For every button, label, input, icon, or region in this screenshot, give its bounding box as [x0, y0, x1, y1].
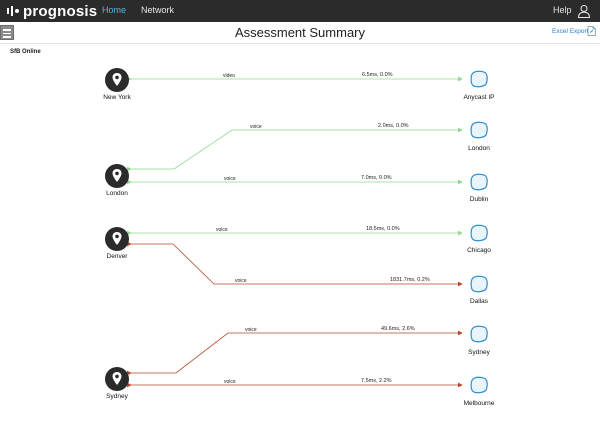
destination-label: Anycast IP — [463, 94, 495, 101]
link-type-label: voice — [224, 176, 236, 182]
location-pin-icon — [105, 227, 129, 251]
hamburger-menu-button[interactable] — [0, 25, 14, 40]
top-navigation-bar: prognosis Home Network Help — [0, 0, 600, 22]
cloud-endpoint-icon — [470, 224, 488, 242]
link-stats[interactable]: 7.0ms, 0.0% — [361, 175, 392, 181]
nav-home-link[interactable]: Home — [102, 5, 127, 15]
brand-name: prognosis — [23, 2, 98, 20]
source-label: Sydney — [106, 393, 128, 400]
hamburger-icon — [3, 29, 11, 31]
destination-label: London — [468, 145, 490, 152]
user-icon[interactable] — [577, 4, 591, 18]
location-pin-icon — [105, 164, 129, 188]
location-pin-icon — [105, 367, 129, 391]
link-stats[interactable]: 18.5ms, 0.0% — [366, 226, 400, 232]
destination-label: Chicago — [467, 247, 491, 254]
link-stats[interactable]: 49.6ms, 2.6% — [381, 326, 415, 332]
destination-label: Melbourne — [463, 400, 495, 407]
link-type-label: voice — [216, 227, 228, 233]
link-line-denver-dallas — [127, 241, 463, 287]
link-type-label: voice — [250, 124, 262, 130]
cloud-endpoint-icon — [470, 70, 488, 88]
link-stats[interactable]: 2.0ms, 0.0% — [378, 123, 409, 129]
cloud-endpoint-icon — [470, 376, 488, 394]
destination-label: Sydney — [468, 349, 490, 356]
cloud-endpoint-icon — [470, 325, 488, 343]
destination-label: Dallas — [469, 298, 489, 305]
nav-help-link[interactable]: Help — [553, 5, 572, 15]
cloud-endpoint-icon — [470, 121, 488, 139]
destination-label: Dublin — [469, 196, 489, 203]
link-stats[interactable]: 6.5ms, 0.0% — [362, 72, 393, 78]
source-label: Denver — [106, 253, 128, 260]
link-type-label: voice — [224, 379, 236, 385]
prognosis-logo[interactable]: prognosis — [7, 2, 97, 20]
location-pin-icon — [105, 68, 129, 92]
link-type-label: voice — [235, 278, 247, 284]
section-label: SfB Online — [10, 49, 41, 55]
header-divider — [0, 43, 600, 44]
link-type-label: voice — [245, 327, 257, 333]
source-label: New York — [103, 94, 131, 101]
link-type-label: video — [223, 73, 235, 79]
link-stats[interactable]: 1831.7ms, 0.2% — [390, 277, 430, 283]
cloud-endpoint-icon — [470, 275, 488, 293]
link-line-london-london — [127, 127, 463, 172]
link-stats[interactable]: 7.5ms, 2.2% — [361, 378, 392, 384]
excel-export-link[interactable]: Excel Export — [552, 28, 589, 35]
export-file-icon[interactable] — [587, 26, 596, 36]
link-line-sydney-sydney — [127, 330, 463, 376]
source-label: London — [106, 190, 128, 197]
cloud-endpoint-icon — [470, 173, 488, 191]
nav-network-link[interactable]: Network — [141, 5, 175, 15]
page-title: Assessment Summary — [234, 25, 366, 40]
prognosis-logo-mark-icon — [7, 6, 19, 16]
